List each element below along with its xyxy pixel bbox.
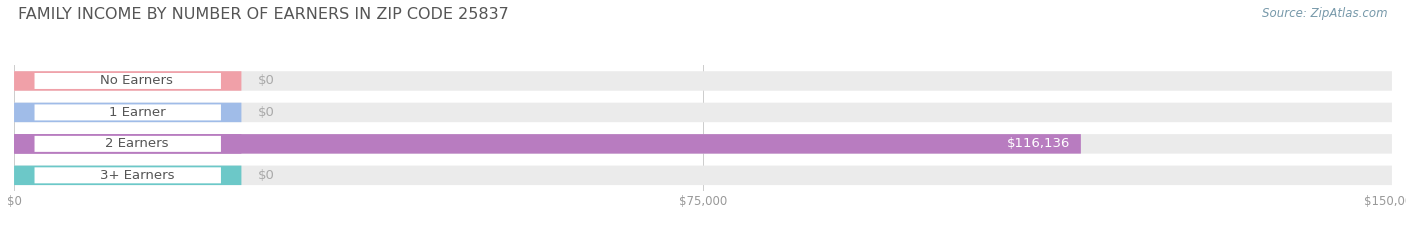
FancyBboxPatch shape [35, 136, 221, 152]
FancyBboxPatch shape [14, 134, 1392, 154]
Text: $0: $0 [257, 169, 274, 182]
FancyBboxPatch shape [14, 71, 242, 91]
FancyBboxPatch shape [35, 167, 221, 183]
Text: $116,136: $116,136 [1007, 137, 1070, 150]
Text: $0: $0 [257, 75, 274, 87]
FancyBboxPatch shape [14, 71, 1392, 91]
Text: Source: ZipAtlas.com: Source: ZipAtlas.com [1263, 7, 1388, 20]
FancyBboxPatch shape [14, 103, 242, 122]
Text: 3+ Earners: 3+ Earners [100, 169, 174, 182]
FancyBboxPatch shape [14, 134, 242, 154]
FancyBboxPatch shape [14, 166, 242, 185]
FancyBboxPatch shape [35, 73, 221, 89]
Text: FAMILY INCOME BY NUMBER OF EARNERS IN ZIP CODE 25837: FAMILY INCOME BY NUMBER OF EARNERS IN ZI… [18, 7, 509, 22]
Text: $0: $0 [257, 106, 274, 119]
FancyBboxPatch shape [14, 134, 1081, 154]
FancyBboxPatch shape [14, 166, 1392, 185]
FancyBboxPatch shape [14, 103, 1392, 122]
Text: No Earners: No Earners [100, 75, 173, 87]
Text: 2 Earners: 2 Earners [105, 137, 169, 150]
FancyBboxPatch shape [35, 104, 221, 120]
Text: 1 Earner: 1 Earner [108, 106, 165, 119]
